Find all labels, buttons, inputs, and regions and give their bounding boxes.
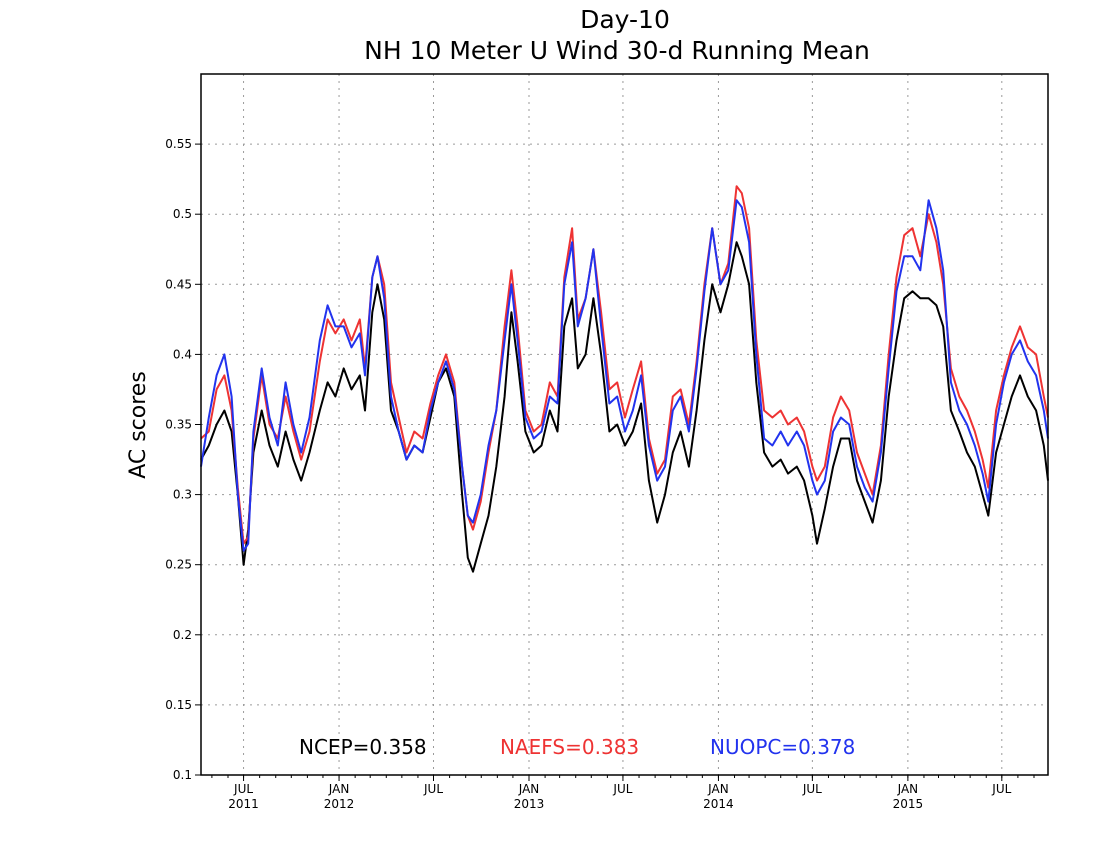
y-tick-label: 0.35 — [165, 418, 192, 432]
y-axis: 0.1 0.15 0.2 0.25 0.3 0.35 0.4 0.45 0.5 0.55 — [165, 137, 201, 782]
x-tick-label: JUL — [991, 782, 1011, 796]
y-axis-label: AC scores — [126, 371, 151, 479]
x-tick-label: JUL — [233, 782, 253, 796]
chart-title: Day-10 — [580, 5, 670, 34]
legend-ncep: NCEP=0.358 — [299, 735, 427, 759]
chart-subtitle: NH 10 Meter U Wind 30-d Running Mean — [364, 36, 870, 65]
x-tick-label: JUL — [423, 782, 443, 796]
series-lines — [200, 185, 1049, 573]
series-line-naefs — [200, 185, 1049, 545]
y-tick-label: 0.3 — [173, 488, 192, 502]
x-tick-year: 2012 — [324, 797, 355, 811]
series-line-ncep — [200, 241, 1049, 573]
x-tick-label: JAN — [897, 782, 919, 796]
x-tick-label: JAN — [518, 782, 540, 796]
y-tick-label: 0.5 — [173, 207, 192, 221]
y-tick-label: 0.55 — [165, 137, 192, 151]
x-tick-label: JAN — [707, 782, 729, 796]
y-tick-label: 0.4 — [173, 347, 192, 361]
y-tick-label: 0.45 — [165, 277, 192, 291]
x-tick-year: 2011 — [228, 797, 259, 811]
grid-lines — [201, 74, 1048, 775]
y-tick-label: 0.25 — [165, 558, 192, 572]
x-tick-year: 2015 — [893, 797, 924, 811]
x-tick-label: JUL — [802, 782, 822, 796]
x-tick-year: 2014 — [703, 797, 734, 811]
x-tick-label: JUL — [612, 782, 632, 796]
y-tick-label: 0.2 — [173, 628, 192, 642]
series-line-nuopc — [200, 199, 1049, 552]
legend-naefs: NAEFS=0.383 — [500, 735, 639, 759]
legend-nuopc: NUOPC=0.378 — [710, 735, 855, 759]
y-tick-label: 0.1 — [173, 768, 192, 782]
x-tick-year: 2013 — [514, 797, 545, 811]
y-tick-label: 0.15 — [165, 698, 192, 712]
x-tick-label: JAN — [328, 782, 350, 796]
